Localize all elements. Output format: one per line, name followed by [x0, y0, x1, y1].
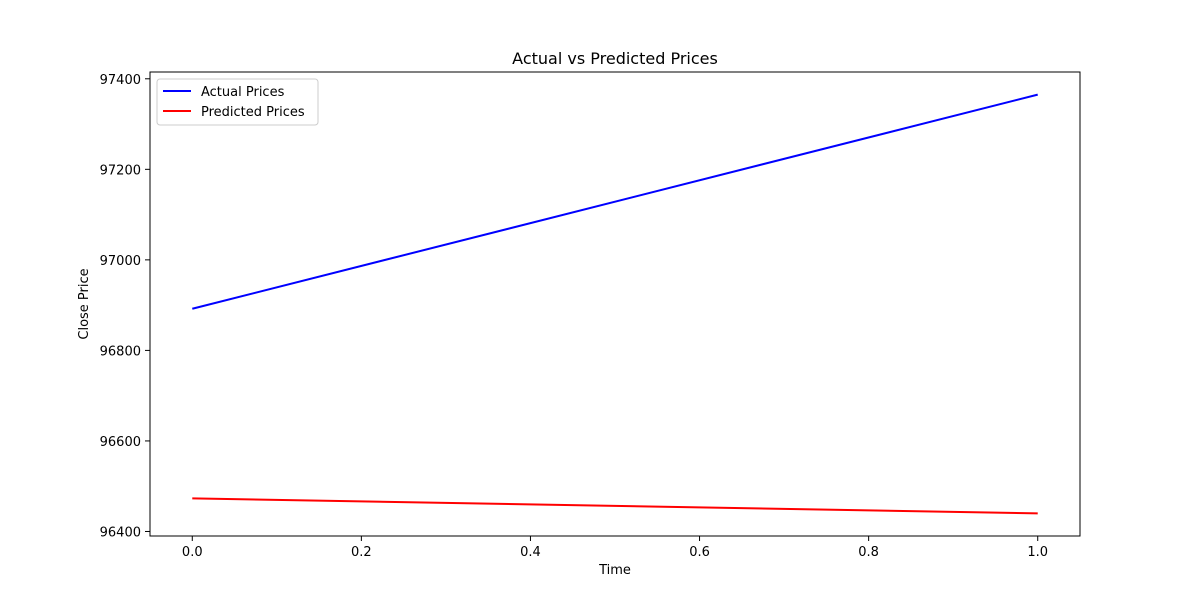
series-line-actual-prices [192, 93, 1038, 310]
x-tick-label: 0.8 [858, 545, 879, 560]
y-tick-label: 97200 [100, 163, 141, 178]
legend: Actual Prices Predicted Prices [156, 78, 319, 126]
y-axis: 96400 96600 96800 97000 97200 97400 [100, 73, 150, 540]
x-tick-label: 0.2 [351, 545, 372, 560]
x-tick-label: 1.0 [1027, 545, 1048, 560]
y-tick-label: 97000 [100, 254, 141, 269]
x-axis: 0.0 0.2 0.4 0.6 0.8 1.0 [182, 536, 1048, 560]
x-tick-label: 0.6 [689, 545, 710, 560]
legend-label: Predicted Prices [201, 105, 305, 120]
x-tick-label: 0.4 [520, 545, 541, 560]
legend-box [156, 78, 319, 126]
y-tick-label: 96800 [100, 344, 141, 359]
y-tick-label: 96400 [100, 525, 141, 540]
y-tick-label: 97400 [100, 73, 141, 88]
series-lines [192, 93, 1038, 515]
y-tick-label: 96600 [100, 435, 141, 450]
chart-title: Actual vs Predicted Prices [512, 49, 718, 68]
plot-area-frame [149, 71, 1081, 537]
series-line-predicted-prices [192, 497, 1038, 515]
x-tick-label: 0.0 [182, 545, 203, 560]
y-axis-label: Close Price [77, 268, 92, 339]
x-axis-label: Time [598, 563, 631, 578]
legend-label: Actual Prices [201, 85, 285, 100]
